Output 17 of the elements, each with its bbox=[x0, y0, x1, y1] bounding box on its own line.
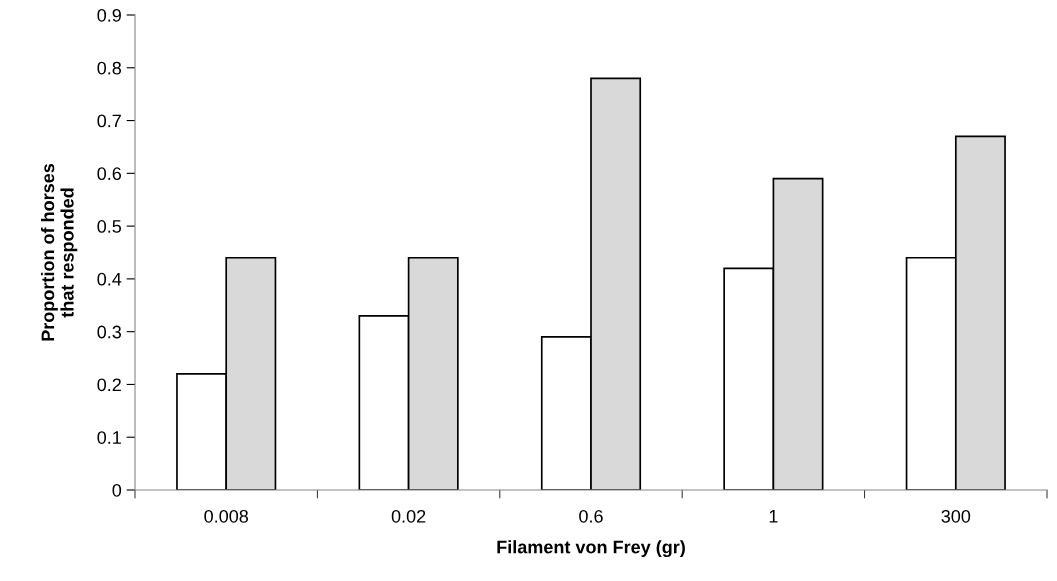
y-tick-label: 0.7 bbox=[97, 114, 121, 128]
y-axis-title: Proportion of horses that responded bbox=[40, 163, 78, 341]
y-tick-label: 0.5 bbox=[97, 220, 122, 233]
y-tick-label: 0 bbox=[112, 483, 122, 497]
y-tick-label: 0.9 bbox=[97, 8, 121, 22]
x-axis-title: Filament von Frey (gr) bbox=[497, 540, 685, 558]
y-tick-label: 0.2 bbox=[97, 378, 121, 392]
x-tick-label: 0.6 bbox=[579, 509, 603, 523]
x-tick-label: 0.008 bbox=[204, 509, 249, 523]
y-tick-label: 0.8 bbox=[97, 61, 122, 75]
y-tick-label: 0.4 bbox=[97, 272, 122, 286]
y-tick-label: 0.1 bbox=[97, 431, 121, 444]
y-tick-label: 0.6 bbox=[97, 167, 122, 181]
x-tick-label: 1 bbox=[769, 510, 778, 523]
y-tick-label: 0.3 bbox=[97, 325, 122, 339]
x-tick-label: 300 bbox=[941, 509, 971, 523]
x-tick-label: 0.02 bbox=[391, 509, 426, 523]
